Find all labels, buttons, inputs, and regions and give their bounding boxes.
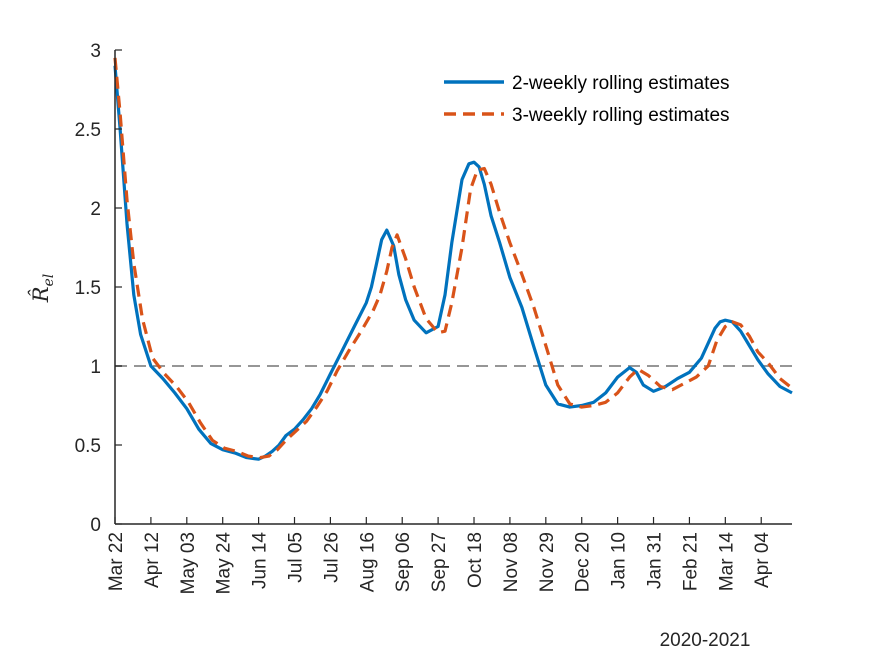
x-tick-label: Apr 04	[752, 532, 773, 588]
x-tick-label: Jul 05	[286, 532, 307, 583]
x-tick-label: Jun 14	[250, 532, 271, 589]
y-axis-label: R̂el	[29, 274, 57, 304]
x-tick-label: Nov 29	[537, 532, 558, 592]
y-tick-label: 2	[90, 199, 101, 220]
x-tick-label: Jul 26	[321, 532, 342, 583]
x-tick-label: May 03	[178, 532, 199, 594]
y-axis-label-subscript: el	[41, 274, 57, 287]
series-layer	[113, 57, 793, 461]
y-tick-label: 2.5	[75, 120, 101, 141]
legend-label-2-weekly: 2-weekly rolling estimates	[512, 73, 730, 94]
x-tick-label: Nov 08	[501, 532, 522, 592]
x-tick-label: Jan 10	[609, 532, 630, 589]
x-axis-label: 2020-2021	[660, 630, 751, 651]
series-line-2-weekly	[113, 65, 793, 461]
x-tick-label: Jan 31	[645, 532, 666, 589]
y-tick-label: 1.5	[75, 278, 101, 299]
x-tick-label: Aug 16	[357, 532, 378, 592]
ticks-layer: 0 0.5 1 1.5 2 2.5 3 Mar 22 Apr 12 May 03 May 24 Jun…	[75, 41, 774, 594]
x-tick-label: Dec 20	[573, 532, 594, 592]
x-tick-label: May 24	[214, 532, 235, 595]
series-line-3-weekly	[113, 57, 793, 460]
legend-label-3-weekly: 3-weekly rolling estimates	[512, 105, 730, 126]
x-tick-label: Sep 06	[393, 532, 414, 592]
y-tick-label: 0.5	[75, 436, 101, 457]
x-tick-label: Oct 18	[465, 532, 486, 588]
y-tick-label: 1	[90, 357, 101, 378]
y-axis-label-main: R̂	[29, 286, 53, 303]
x-tick-label: Mar 14	[716, 532, 737, 592]
x-tick-label: Feb 21	[680, 532, 701, 591]
y-axis-label-group: R̂el	[29, 274, 57, 304]
y-tick-label: 3	[90, 41, 101, 62]
x-tick-label: Apr 12	[142, 532, 163, 588]
x-tick-label: Sep 27	[429, 532, 450, 592]
y-tick-label: 0	[90, 515, 101, 536]
x-tick-label: Mar 22	[106, 532, 127, 591]
legend: 2-weekly rolling estimates 3-weekly roll…	[444, 73, 730, 126]
